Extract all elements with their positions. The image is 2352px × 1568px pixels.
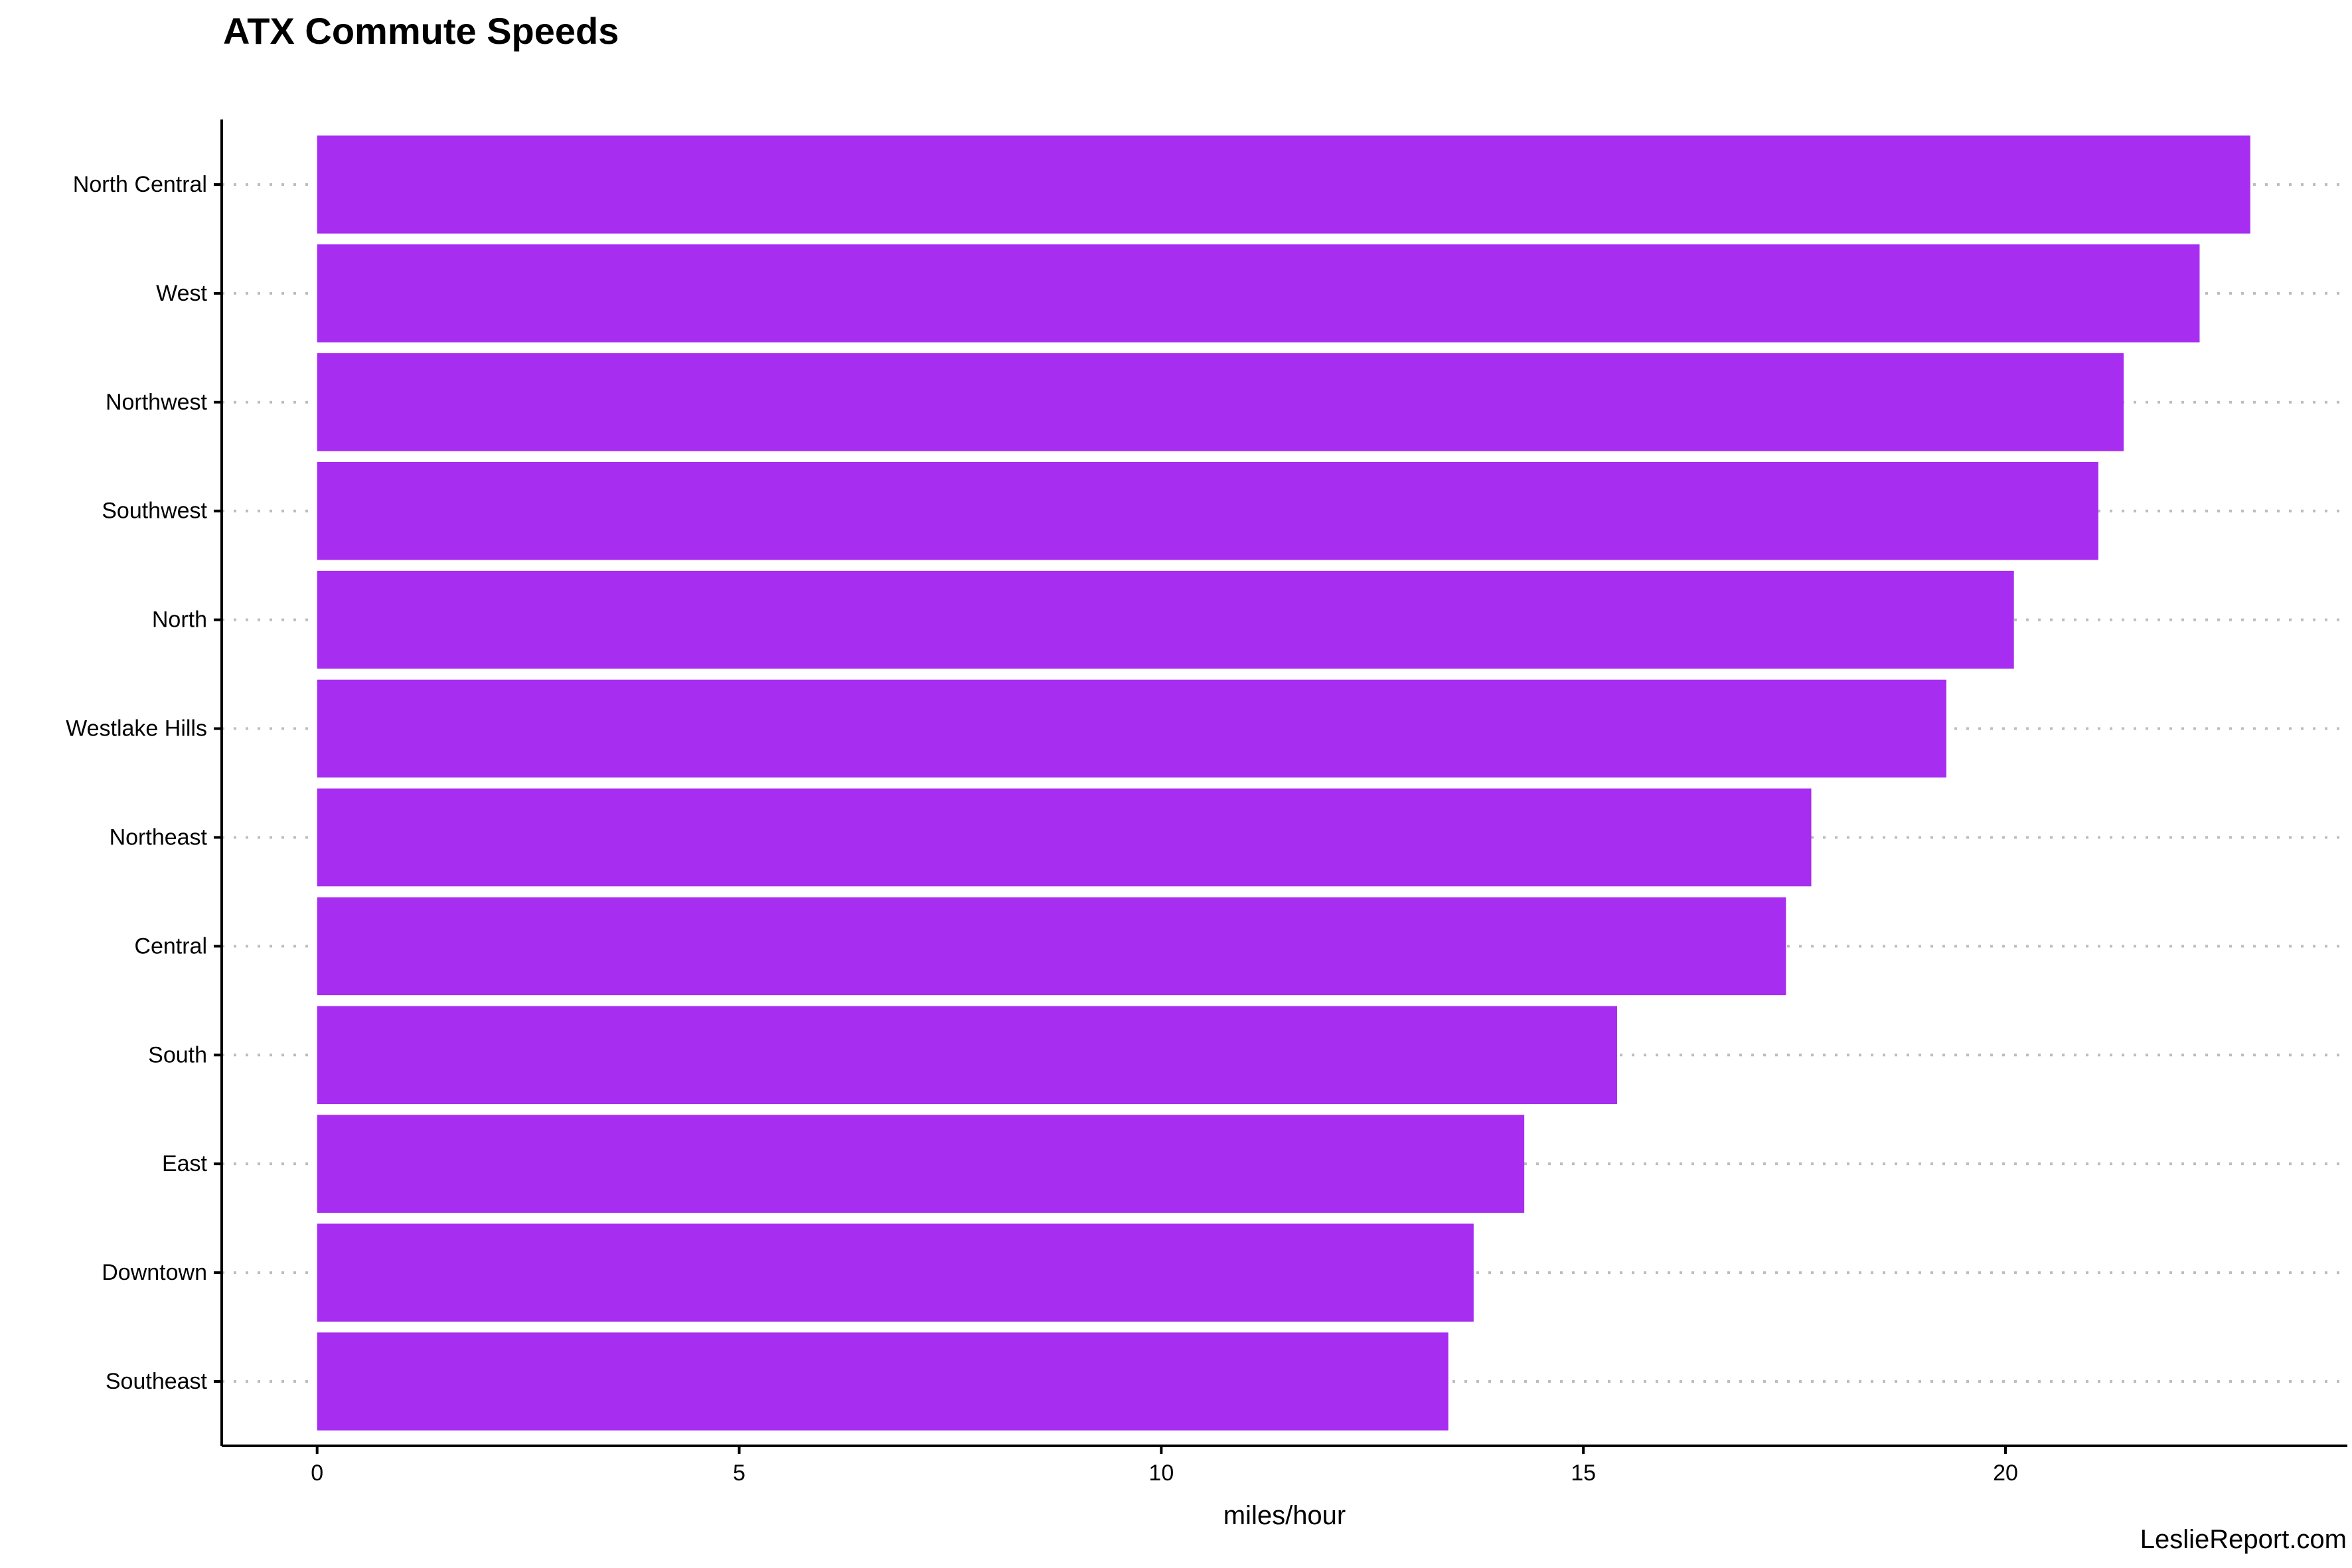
x-tick-label: 10 [1148, 1460, 1174, 1486]
bar [317, 461, 2098, 560]
bar [317, 135, 2250, 234]
bars [317, 135, 2250, 1431]
bar [317, 244, 2200, 343]
y-tick-label: North Central [73, 172, 207, 197]
y-tick-label: West [156, 281, 207, 306]
x-tick-label: 5 [733, 1460, 745, 1486]
bar [317, 1332, 1449, 1431]
bar [317, 679, 1946, 778]
tick-labels: North Central West Northwest Southwest North… [66, 172, 2018, 1530]
x-tick-label: 20 [1993, 1460, 2018, 1486]
bar [317, 570, 2014, 669]
x-tick-label: 15 [1571, 1460, 1596, 1486]
y-tick-label: Northeast [110, 824, 208, 850]
y-tick-label: North [152, 607, 207, 633]
y-tick-label: Westlake Hills [66, 716, 207, 742]
bar [317, 788, 1812, 887]
bar [317, 353, 2124, 451]
x-tick-label: 0 [311, 1460, 323, 1486]
bar [317, 1006, 1618, 1105]
bar [317, 897, 1786, 996]
chart-title: ATX Commute Speeds [223, 10, 619, 52]
source-caption: LeslieReport.com [2140, 1525, 2347, 1554]
x-axis-title: miles/hour [1223, 1501, 1346, 1530]
axes [214, 119, 2347, 1454]
y-tick-label: Southwest [102, 499, 207, 524]
y-tick-label: Central [134, 933, 207, 959]
y-tick-label: South [148, 1042, 207, 1067]
bar [317, 1115, 1525, 1213]
y-tick-label: East [162, 1151, 208, 1176]
y-tick-label: Southeast [106, 1369, 208, 1394]
y-tick-label: Downtown [102, 1260, 207, 1285]
bar [317, 1223, 1474, 1322]
y-tick-label: Northwest [106, 390, 208, 415]
